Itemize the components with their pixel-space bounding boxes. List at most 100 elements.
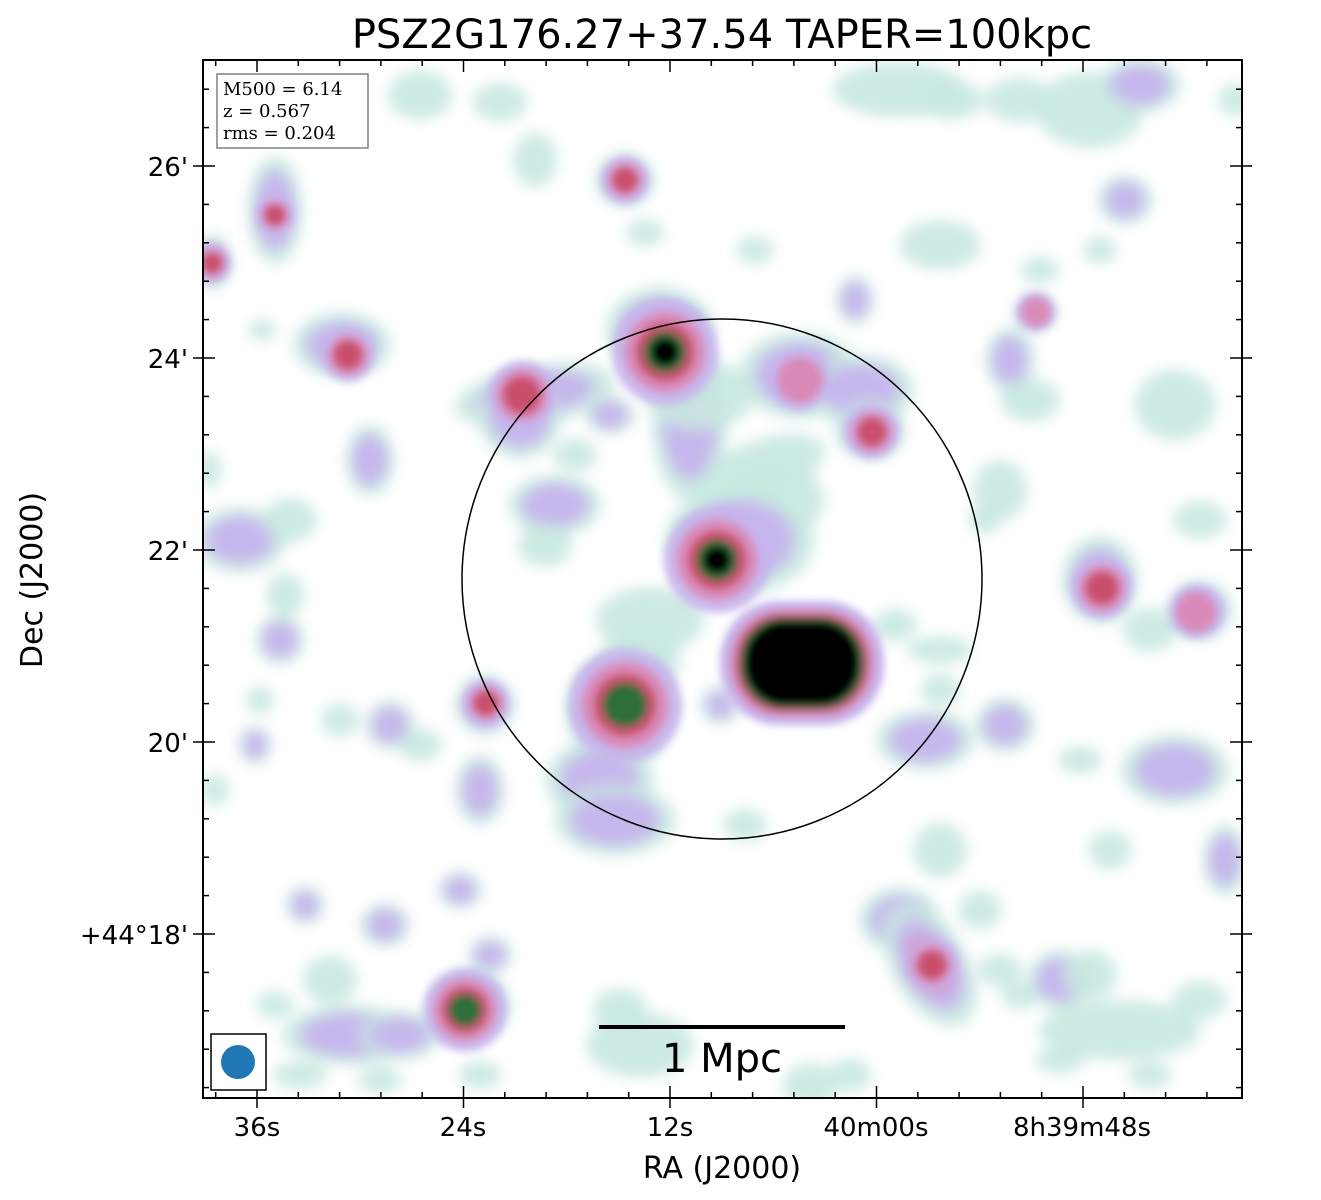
emission-blob — [958, 891, 1002, 929]
emission-blob — [1209, 834, 1241, 886]
radio-image — [203, 60, 1242, 1098]
emission-blob — [917, 950, 947, 980]
emission-blob — [913, 823, 967, 877]
redshift-label: z = 0.567 — [223, 101, 311, 122]
emission-blob — [1123, 608, 1177, 652]
x-tick-label: 36s — [234, 1113, 281, 1143]
emission-blob — [1085, 571, 1119, 605]
emission-blob — [1088, 831, 1132, 869]
y-tick-label: +44°18' — [80, 921, 188, 951]
emission-blob — [1021, 297, 1051, 327]
beam-ellipse — [221, 1045, 255, 1079]
x-tick-label: 40m00s — [823, 1113, 928, 1143]
emission-blob — [907, 636, 973, 664]
emission-blob — [474, 941, 506, 969]
plot-title: PSZ2G176.27+37.54 TAPER=100kpc — [352, 12, 1092, 58]
y-tick-label: 24' — [148, 345, 188, 375]
emission-blob — [570, 794, 660, 846]
emission-blob — [303, 955, 357, 1005]
emission-blob — [372, 707, 408, 743]
emission-blob — [857, 417, 887, 447]
emission-blob — [333, 340, 363, 370]
emission-blob — [358, 1066, 402, 1094]
mass-label: M500 = 6.14 — [223, 79, 342, 100]
emission-blob — [1058, 746, 1102, 774]
emission-blob — [968, 506, 1002, 534]
y-tick-label: 22' — [148, 537, 188, 567]
x-tick-label: 12s — [647, 1113, 694, 1143]
scale-bar-label: 1 Mpc — [662, 1036, 782, 1082]
emission-blob — [518, 523, 572, 567]
emission-blob — [1175, 591, 1217, 633]
emission-blob — [1135, 744, 1215, 796]
emission-blob — [370, 1017, 430, 1053]
emission-blob — [651, 338, 679, 366]
emission-blob — [203, 252, 223, 274]
emission-blob — [553, 438, 597, 472]
emission-blob — [1021, 256, 1059, 284]
emission-blob — [626, 219, 664, 247]
emission-blob — [256, 991, 294, 1019]
emission-blob — [262, 622, 298, 658]
emission-blob — [983, 705, 1027, 745]
emission-blob — [1110, 65, 1170, 105]
emission-blob — [458, 1061, 502, 1089]
scale-bar: 1 Mpc — [599, 1025, 845, 1082]
emission-blob — [1035, 1046, 1085, 1074]
emission-blob — [1218, 83, 1242, 117]
emission-blob — [592, 401, 628, 429]
emission-blob — [899, 220, 981, 270]
emission-blob — [703, 546, 731, 574]
emission-blob — [248, 319, 276, 341]
emission-blob — [776, 356, 824, 404]
axis-ticks — [193, 60, 1252, 1108]
emission-blob — [706, 691, 734, 719]
emission-blob — [1173, 981, 1227, 1019]
y-axis-label: Dec (J2000) — [15, 492, 50, 668]
plot-frame — [202, 59, 1243, 1099]
emission-blob — [367, 909, 403, 941]
emission-blob — [1000, 378, 1060, 422]
emission-blob — [889, 718, 961, 762]
emission-blob — [828, 1058, 872, 1092]
emission-blob — [203, 451, 221, 489]
y-tick-label: 20' — [148, 729, 188, 759]
emission-blob — [444, 876, 476, 904]
emission-blob — [1039, 1000, 1201, 1060]
emission-blob — [1173, 501, 1227, 539]
emission-blob — [1105, 182, 1145, 218]
emission-blob — [264, 204, 286, 226]
emission-blob — [1063, 950, 1117, 1000]
emission-blob — [593, 988, 647, 1032]
emission-blob — [841, 282, 869, 318]
emission-blob — [291, 891, 319, 919]
emission-blob — [1083, 236, 1117, 264]
x-tick-label: 24s — [440, 1113, 487, 1143]
emission-blob — [473, 690, 499, 716]
emission-blob — [387, 70, 453, 120]
emission-blob — [612, 167, 638, 193]
emission-blob — [352, 434, 388, 486]
emission-blob — [266, 573, 304, 617]
emission-blob — [513, 133, 557, 187]
emission-blob — [1128, 1061, 1172, 1089]
bright-extended-source — [720, 601, 884, 725]
emission-blob — [521, 483, 589, 527]
emission-blob — [263, 498, 317, 542]
emission-blob — [243, 731, 267, 759]
emission-blob — [273, 1061, 327, 1089]
emission-blob — [602, 682, 648, 728]
beam-indicator — [210, 1033, 267, 1091]
info-box: M500 = 6.14 z = 0.567 rms = 0.204 — [216, 73, 369, 149]
x-tick-label: 8h39m48s — [1013, 1113, 1151, 1143]
emission-blob — [1134, 369, 1216, 441]
emission-blob — [978, 953, 1022, 987]
emission-blob — [448, 993, 482, 1027]
r500-circle — [461, 318, 983, 840]
emission-blob — [736, 236, 774, 264]
y-tick-label: 26' — [148, 153, 188, 183]
emission-blob — [206, 516, 274, 564]
x-axis-label: RA (J2000) — [643, 1151, 801, 1186]
emission-blob — [916, 81, 984, 119]
